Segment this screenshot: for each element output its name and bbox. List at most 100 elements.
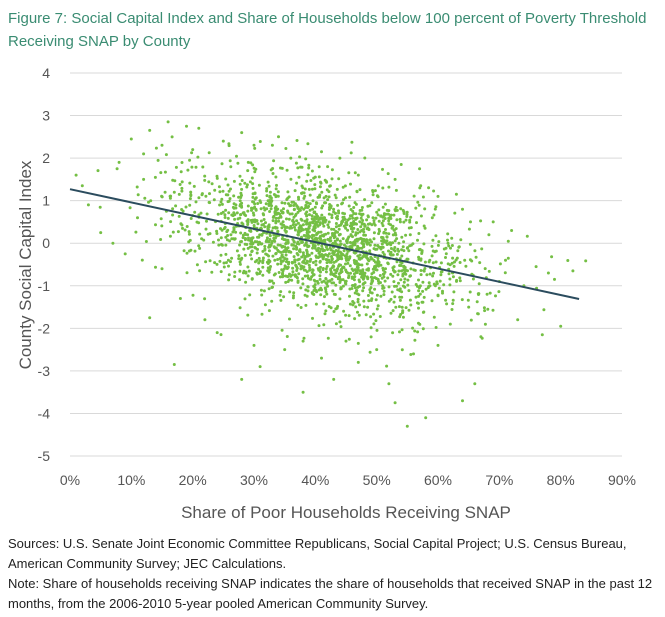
scatter-point [421, 310, 425, 314]
scatter-point [356, 244, 360, 248]
scatter-point [340, 220, 344, 224]
scatter-point [284, 250, 288, 254]
scatter-point [341, 185, 345, 189]
scatter-point [339, 287, 343, 291]
scatter-point [428, 272, 432, 276]
scatter-point [229, 233, 233, 237]
scatter-point [86, 203, 90, 207]
scatter-point [248, 293, 252, 297]
scatter-point [177, 214, 181, 218]
scatter-point [358, 220, 362, 224]
scatter-point [378, 274, 382, 277]
scatter-point [224, 252, 228, 256]
scatter-point [263, 244, 267, 248]
scatter-point [364, 254, 367, 258]
scatter-point [390, 290, 394, 294]
scatter-point [326, 284, 330, 288]
scatter-point [329, 268, 333, 272]
scatter-point [312, 217, 316, 221]
scatter-point [312, 289, 316, 292]
scatter-point [260, 312, 264, 316]
scatter-point [406, 246, 410, 250]
scatter-point [226, 258, 230, 262]
scatter-point [178, 297, 182, 300]
scatter-point [206, 232, 210, 236]
scatter-point [271, 254, 275, 258]
scatter-point [346, 237, 350, 241]
scatter-point [265, 253, 269, 257]
scatter-point [395, 260, 399, 264]
scatter-point [199, 211, 203, 215]
scatter-point [485, 292, 489, 296]
scatter-point [269, 207, 273, 211]
scatter-point [434, 260, 438, 264]
scatter-point [402, 220, 406, 224]
scatter-point [284, 230, 288, 233]
scatter-point [318, 223, 322, 227]
scatter-point [390, 226, 394, 229]
scatter-point [420, 300, 424, 304]
scatter-point [290, 226, 294, 230]
scatter-point [246, 204, 250, 208]
scatter-point [271, 285, 274, 289]
scatter-point [325, 282, 329, 286]
scatter-point [393, 401, 397, 405]
scatter-point [292, 255, 296, 259]
scatter-point [172, 363, 176, 366]
scatter-point [322, 279, 326, 283]
scatter-point [326, 237, 330, 241]
scatter-point [284, 280, 288, 284]
scatter-point [368, 238, 372, 242]
scatter-point [313, 183, 317, 187]
scatter-point [456, 249, 460, 253]
scatter-point [290, 243, 294, 247]
scatter-point [198, 246, 202, 250]
scatter-point [313, 237, 317, 241]
scatter-point [448, 283, 452, 287]
scatter-point [319, 286, 323, 290]
scatter-point [430, 244, 434, 248]
scatter-point [282, 207, 285, 211]
scatter-point [324, 218, 328, 222]
scatter-point [375, 307, 379, 311]
scatter-point [359, 236, 363, 240]
scatter-point [424, 416, 428, 420]
scatter-point [247, 238, 250, 242]
scatter-point [291, 237, 295, 241]
scatter-point [516, 318, 520, 322]
scatter-point [366, 276, 370, 280]
scatter-point [296, 166, 300, 170]
scatter-point [238, 269, 242, 273]
scatter-point [279, 262, 283, 266]
scatter-point [377, 219, 381, 223]
scatter-point [380, 242, 384, 246]
scatter-point [201, 165, 205, 169]
scatter-point [257, 183, 261, 187]
scatter-point [451, 275, 455, 279]
scatter-point [255, 258, 259, 262]
scatter-point [276, 194, 280, 198]
scatter-point [406, 278, 410, 282]
scatter-point [220, 162, 224, 166]
scatter-point [467, 305, 471, 309]
scatter-point [268, 190, 272, 194]
scatter-point [142, 177, 146, 181]
scatter-point [295, 275, 299, 279]
scatter-point [409, 267, 413, 271]
scatter-point [296, 221, 300, 225]
scatter-point [287, 217, 291, 221]
scatter-point [450, 244, 454, 247]
scatter-point [295, 269, 299, 272]
scatter-point [308, 208, 312, 212]
scatter-point [308, 202, 312, 206]
scatter-point [226, 216, 230, 220]
scatter-point [346, 257, 350, 261]
scatter-point [337, 264, 341, 268]
scatter-point [393, 239, 397, 243]
scatter-point [266, 180, 270, 184]
scatter-point [238, 182, 242, 186]
scatter-point [329, 206, 333, 210]
scatter-point [160, 143, 164, 147]
scatter-point [307, 263, 311, 267]
scatter-point [326, 248, 329, 251]
